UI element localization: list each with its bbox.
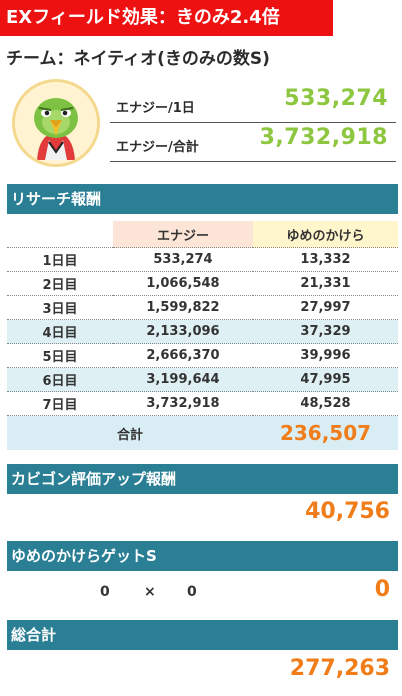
multiply-sign: × bbox=[144, 584, 156, 600]
research-reward-table: エナジー ゆめのかけら 1日目 533,274 13,332 2日目 1,066… bbox=[7, 221, 398, 450]
row-shards: 48,528 bbox=[253, 391, 398, 416]
table-row: 6日目 3,199,644 47,995 bbox=[7, 367, 398, 392]
table-row: 1日目 533,274 13,332 bbox=[7, 247, 398, 272]
row-shards: 37,329 bbox=[253, 319, 398, 344]
research-reward-header: リサーチ報酬 bbox=[7, 184, 398, 214]
row-day: 1日目 bbox=[7, 247, 113, 272]
table-row: 5日目 2,666,370 39,996 bbox=[7, 343, 398, 368]
row-energy: 1,066,548 bbox=[113, 271, 253, 296]
row-shards: 47,995 bbox=[253, 367, 398, 392]
table-total-row: 合計 236,507 bbox=[7, 415, 398, 450]
total-label: 合計 bbox=[7, 415, 253, 450]
energy-per-day-label: エナジー/1日 bbox=[116, 101, 195, 116]
row-day: 7日目 bbox=[7, 391, 113, 416]
snorlax-reward-header: カビゴン評価アップ報酬 bbox=[7, 464, 398, 494]
column-header-dream-shards: ゆめのかけら bbox=[253, 221, 398, 248]
table-row: 7日目 3,732,918 48,528 bbox=[7, 391, 398, 416]
pokemon-avatar bbox=[12, 79, 100, 167]
table-row: 4日目 2,133,096 37,329 bbox=[7, 319, 398, 344]
row-energy: 3,199,644 bbox=[113, 367, 253, 392]
row-energy: 2,666,370 bbox=[113, 343, 253, 368]
total-value: 236,507 bbox=[253, 415, 398, 450]
row-energy: 3,732,918 bbox=[113, 391, 253, 416]
table-row: 2日目 1,066,548 21,331 bbox=[7, 271, 398, 296]
row-day: 2日目 bbox=[7, 271, 113, 296]
table-header-row: エナジー ゆめのかけら bbox=[7, 221, 398, 248]
row-energy: 533,274 bbox=[113, 247, 253, 272]
grand-total-header: 総合計 bbox=[7, 620, 398, 650]
get-s-value: 0 bbox=[374, 577, 390, 602]
ex-field-banner: EXフィールド効果：きのみ2.4倍 bbox=[0, 0, 333, 36]
row-day: 5日目 bbox=[7, 343, 113, 368]
row-shards: 27,997 bbox=[253, 295, 398, 320]
energy-total-value: 3,732,918 bbox=[259, 125, 388, 150]
snorlax-reward-value: 40,756 bbox=[305, 499, 390, 524]
row-shards: 13,332 bbox=[253, 247, 398, 272]
column-header-day bbox=[7, 221, 113, 248]
row-energy: 2,133,096 bbox=[113, 319, 253, 344]
energy-per-day-value: 533,274 bbox=[284, 86, 388, 111]
get-s-left-operand: 0 bbox=[100, 584, 110, 600]
energy-total-label: エナジー/合計 bbox=[116, 140, 199, 155]
divider bbox=[110, 161, 396, 162]
get-s-right-operand: 0 bbox=[187, 584, 197, 600]
row-shards: 21,331 bbox=[253, 271, 398, 296]
row-day: 6日目 bbox=[7, 367, 113, 392]
row-day: 4日目 bbox=[7, 319, 113, 344]
dream-shard-get-s-header: ゆめのかけらゲットS bbox=[7, 541, 398, 571]
table-row: 3日目 1,599,822 27,997 bbox=[7, 295, 398, 320]
column-header-energy: エナジー bbox=[113, 221, 253, 248]
row-energy: 1,599,822 bbox=[113, 295, 253, 320]
grand-total-value: 277,263 bbox=[289, 656, 390, 681]
divider bbox=[110, 122, 396, 123]
row-shards: 39,996 bbox=[253, 343, 398, 368]
team-title: チーム：ネイティオ(きのみの数S) bbox=[6, 49, 270, 69]
row-day: 3日目 bbox=[7, 295, 113, 320]
xatu-icon bbox=[15, 82, 97, 164]
